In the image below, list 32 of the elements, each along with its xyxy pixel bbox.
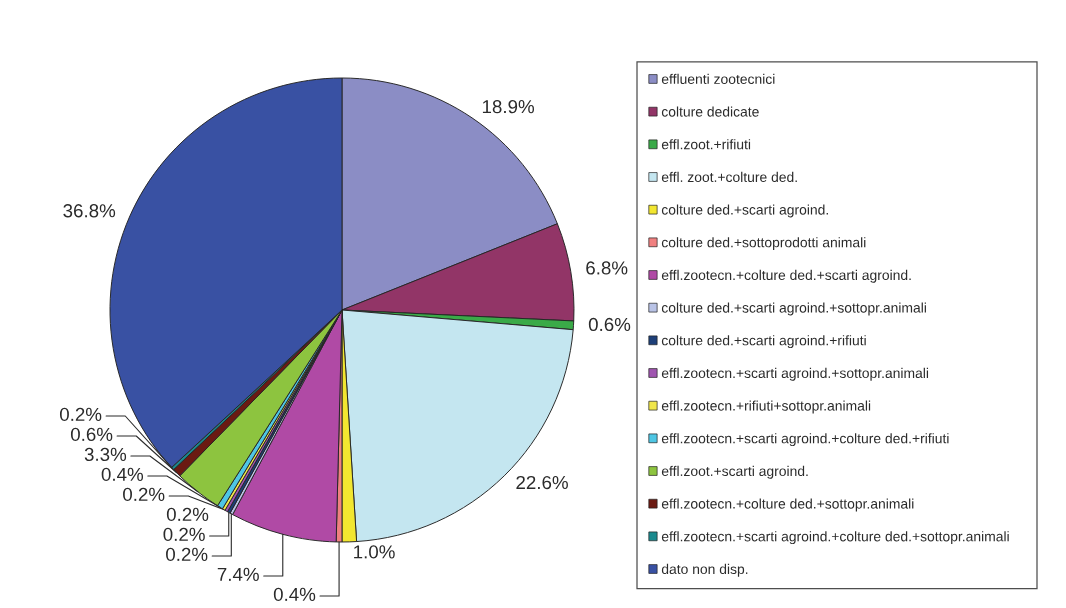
data-label: 0.4% (101, 467, 144, 482)
legend-label: effl.zootecn.+rifiuti+sottopr.animali (661, 400, 871, 414)
data-label: 0.6% (588, 317, 631, 332)
data-label: 18.9% (482, 100, 535, 114)
legend-label: dato non disp. (661, 563, 748, 577)
legend-label: effl.zoot.+rifiuti (661, 139, 751, 150)
data-label: 0.2% (166, 547, 208, 562)
data-label: 0.6% (70, 427, 113, 442)
legend-label: effl.zoot.+scarti agroind. (661, 465, 808, 479)
legend-label: effl. zoot.+colture ded. (661, 171, 797, 183)
legend-label: effl.zootecn.+colture ded.+sottopr.animali (661, 498, 914, 512)
legend-label: effl.zootecn.+colture ded.+scarti agroind. (661, 269, 911, 283)
legend-label: colture ded.+scarti agroind. (661, 204, 828, 218)
data-label: 0.4% (273, 587, 316, 602)
legend-label: effl.zootecn.+scarti agroind.+colture ded.+rifiuti (661, 433, 949, 447)
legend-label: colture ded.+scarti agroind.+rifiuti (661, 335, 866, 349)
data-label: 3.3% (84, 447, 127, 462)
data-label: 0.2% (123, 487, 165, 502)
data-label: 7.4% (217, 567, 259, 581)
legend-label: colture dedicate (661, 106, 759, 117)
legend-label: effluenti zootecnici (661, 73, 775, 85)
data-label: 6.8% (586, 261, 628, 275)
legend-label: colture ded.+sottoprodotti animali (661, 237, 866, 251)
data-label: 22.6% (516, 475, 568, 490)
legend-label: effl.zootecn.+scarti agroind.+colture ded.+sottopr.animali (661, 531, 1009, 545)
legend-label: effl.zootecn.+scarti agroind.+sottopr.animali (661, 367, 929, 381)
data-label: 0.2% (166, 507, 209, 522)
data-label: 1.0% (354, 545, 395, 559)
data-label: 0.2% (163, 527, 205, 542)
data-label: 0.2% (59, 407, 102, 422)
legend-label: colture ded.+scarti agroind.+sottopr.animali (661, 302, 926, 316)
data-label: 36.8% (63, 204, 116, 218)
